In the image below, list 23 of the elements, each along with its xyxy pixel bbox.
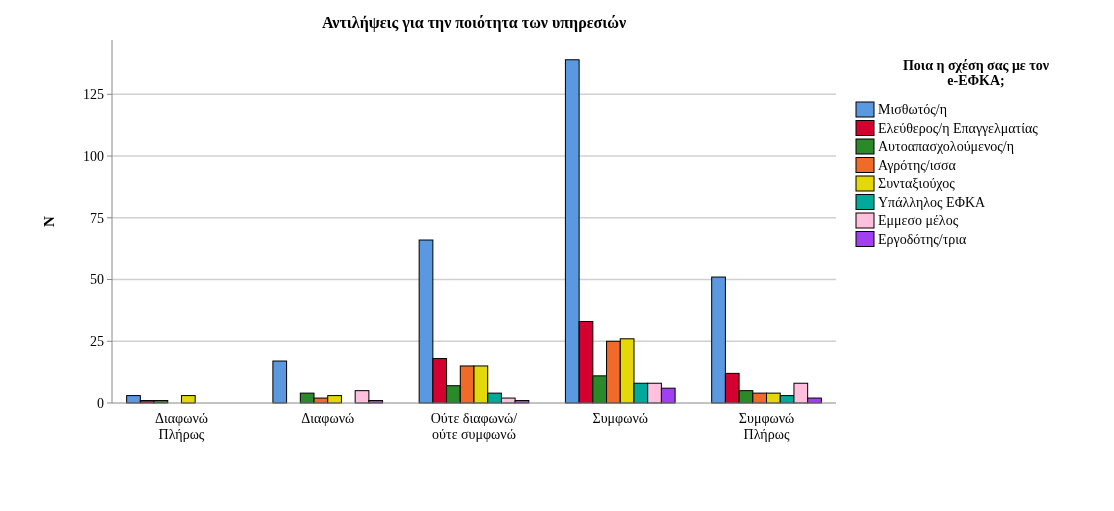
- x-tick-label: Διαφωνώ: [301, 411, 355, 426]
- y-tick-label: 50: [90, 272, 104, 288]
- chart-title: Αντιλήψεις για την ποιότητα των υπηρεσιών: [321, 14, 627, 32]
- y-tick-label: 75: [90, 210, 104, 226]
- y-tick-label: 125: [83, 87, 104, 103]
- legend-label: Μισθωτός/η: [878, 102, 948, 117]
- y-tick-label: 100: [83, 148, 104, 164]
- legend-label: Ελεύθερος/η Επαγγελματίας: [878, 120, 1039, 136]
- legend-label: Αγρότης/ισσα: [878, 157, 957, 173]
- y-tick-label: 25: [90, 334, 104, 350]
- x-tick-label: Συμφωνώ Πλήρως: [738, 411, 795, 442]
- x-tick-label: Διαφωνώ Πλήρως: [155, 411, 208, 442]
- y-axis-title: N: [41, 215, 57, 227]
- x-tick-label: Ούτε διαφωνώ/ ούτε συμφωνώ: [430, 411, 518, 442]
- legend-label: Συνταξιούχος: [878, 176, 956, 191]
- legend-label: Αυτοαπασχολούμενος/η: [878, 139, 1015, 154]
- legend-title: Ποια η σχέση σας με τον e-ΕΦΚΑ;: [902, 58, 1050, 88]
- legend-label: Εργοδότης/τρια: [878, 231, 968, 247]
- x-tick-label: Συμφωνώ: [592, 411, 648, 426]
- legend-label: Εμμεσο μέλος: [878, 213, 959, 228]
- bar: [272, 360, 288, 404]
- y-tick-label: 0: [97, 395, 104, 411]
- legend-label: Υπάλληλος ΕΦΚΑ: [878, 194, 987, 210]
